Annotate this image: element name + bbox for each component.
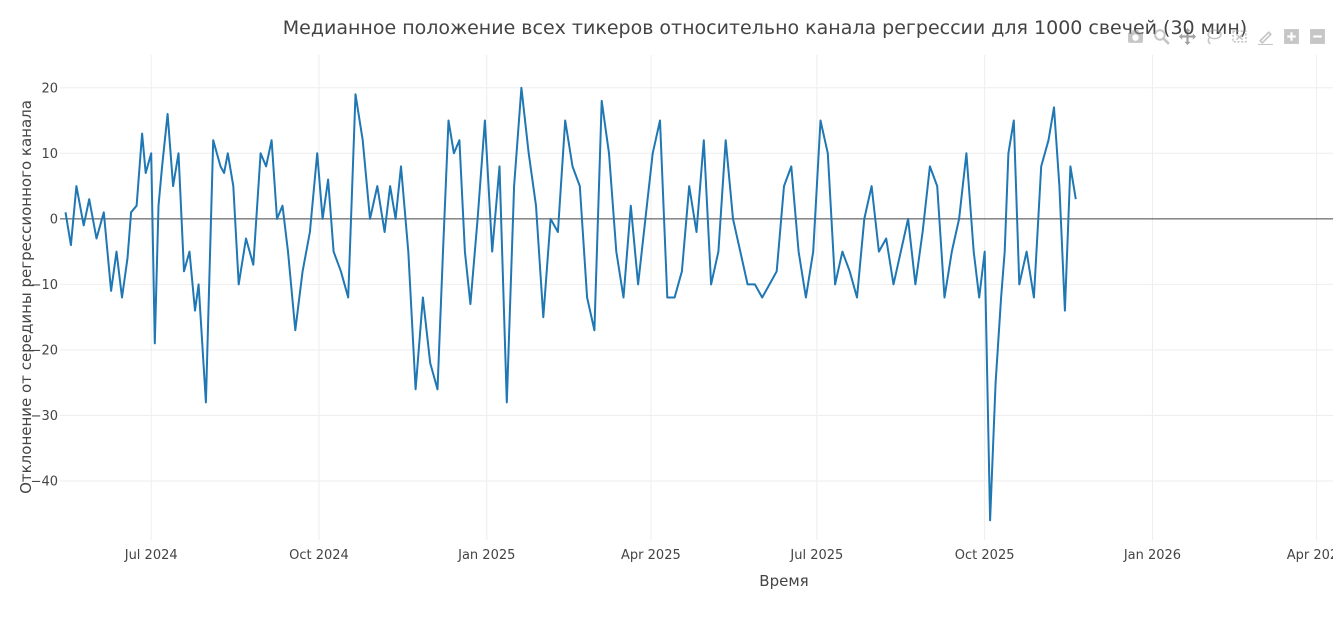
- grid-lines: [60, 55, 1333, 540]
- x-tick-label: Apr 2026: [1287, 548, 1333, 563]
- y-tick-label: −40: [31, 475, 58, 490]
- lasso-icon[interactable]: [1203, 26, 1223, 46]
- y-tick-label: −10: [31, 278, 58, 293]
- zoom-icon[interactable]: [1151, 26, 1171, 46]
- y-axis-title: Отклонение от середины регрессионного ка…: [17, 100, 35, 494]
- series-layer: [64, 86, 1077, 522]
- y-tick-label: 0: [50, 212, 58, 227]
- x-tick-label: Jul 2024: [124, 548, 178, 563]
- x-tick-label: Jul 2025: [789, 548, 843, 563]
- x-tick-label: Oct 2024: [289, 548, 349, 563]
- zoom-out-icon[interactable]: [1307, 26, 1327, 46]
- y-tick-labels: 20 10 0 −10 −20 −30 −40: [31, 81, 58, 489]
- y-tick-label: −20: [31, 343, 58, 358]
- x-axis-title: Время: [759, 572, 808, 590]
- camera-icon[interactable]: [1125, 26, 1145, 46]
- zoom-in-icon[interactable]: [1281, 26, 1301, 46]
- y-tick-label: −30: [31, 409, 58, 424]
- x-tick-labels: Jul 2024 Oct 2024 Jan 2025 Apr 2025 Jul 2025…: [124, 548, 1333, 563]
- series-line: [64, 86, 1077, 522]
- select-box-icon[interactable]: [1229, 26, 1249, 46]
- modebar: [1125, 26, 1327, 46]
- y-tick-label: 20: [41, 81, 58, 96]
- pan-icon[interactable]: [1177, 26, 1197, 46]
- y-tick-label: 10: [41, 147, 58, 162]
- x-tick-label: Oct 2025: [955, 548, 1015, 563]
- x-tick-label: Apr 2025: [621, 548, 681, 563]
- pencil-icon[interactable]: [1255, 26, 1275, 46]
- chart-title: Медианное положение всех тикеров относит…: [283, 17, 1247, 39]
- x-tick-label: Jan 2025: [457, 548, 515, 563]
- x-tick-label: Jan 2026: [1123, 548, 1181, 563]
